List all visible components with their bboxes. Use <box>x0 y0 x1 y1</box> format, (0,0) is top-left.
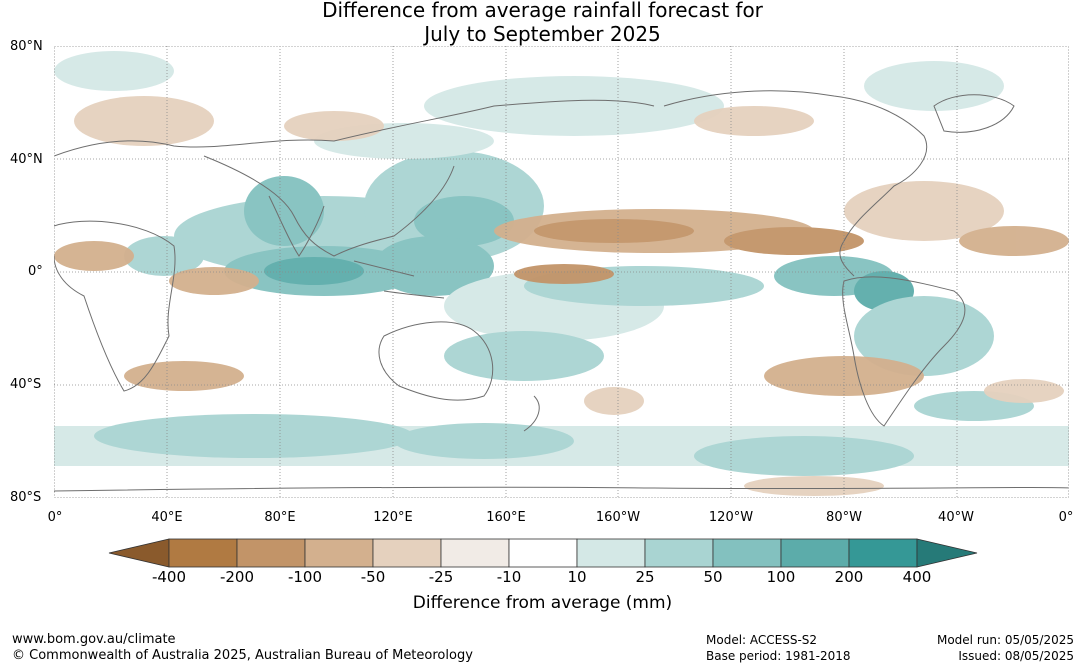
lon-label-0-right: 0° <box>1058 510 1074 525</box>
legend-tick-label: -100 <box>287 568 323 586</box>
lon-label-80w: 80°W <box>826 510 862 525</box>
legend-tick-label: 25 <box>635 568 655 586</box>
rainfall-anomaly-map <box>54 46 1069 498</box>
base-period: Base period: 1981-2018 <box>706 649 851 663</box>
lat-label-40n: 40°N <box>10 152 43 167</box>
lat-label-equator: 0° <box>28 264 43 279</box>
legend-swatch <box>644 538 714 568</box>
legend-tick-label: 50 <box>703 568 723 586</box>
lon-label-0: 0° <box>47 510 63 525</box>
lon-label-40w: 40°W <box>938 510 974 525</box>
legend-swatch <box>168 538 238 568</box>
website-link[interactable]: www.bom.gov.au/climate <box>12 632 176 647</box>
model-name: Model: ACCESS-S2 <box>706 633 818 647</box>
legend-tick-label: 10 <box>567 568 587 586</box>
legend-swatch <box>780 538 850 568</box>
lat-label-80s: 80°S <box>10 490 42 505</box>
lon-label-120w: 120°W <box>708 510 754 525</box>
legend-swatch <box>848 538 918 568</box>
copyright-text: © Commonwealth of Australia 2025, Austra… <box>12 648 473 663</box>
legend-extend-high <box>916 538 978 568</box>
legend-swatch <box>372 538 442 568</box>
graticule <box>54 46 1069 498</box>
legend-tick-label: -10 <box>496 568 522 586</box>
lon-label-120e: 120°E <box>373 510 413 525</box>
legend-extend-low <box>108 538 170 568</box>
legend-tick-label: -400 <box>151 568 187 586</box>
lon-label-80e: 80°E <box>264 510 296 525</box>
lon-label-40e: 40°E <box>151 510 183 525</box>
coastlines <box>54 90 1069 492</box>
legend-swatch <box>576 538 646 568</box>
legend-colorbar <box>108 538 978 568</box>
lat-label-40s: 40°S <box>10 377 42 392</box>
legend-tick-label: 100 <box>766 568 796 586</box>
legend-swatch <box>712 538 782 568</box>
issued-date: Issued: 08/05/2025 <box>958 649 1074 663</box>
color-legend <box>108 538 978 568</box>
legend-tick-label: 200 <box>834 568 864 586</box>
legend-tick-label: 400 <box>902 568 932 586</box>
legend-swatch <box>440 538 510 568</box>
lat-label-80n: 80°N <box>10 39 43 54</box>
lon-label-160w: 160°W <box>595 510 641 525</box>
legend-tick-label: -25 <box>428 568 454 586</box>
map-title-line-1: Difference from average rainfall forecas… <box>322 0 763 22</box>
model-run-date: Model run: 05/05/2025 <box>936 633 1074 647</box>
legend-swatch <box>508 538 578 568</box>
legend-title: Difference from average (mm) <box>412 593 673 613</box>
legend-tick-label: -50 <box>360 568 386 586</box>
legend-tick-label: -200 <box>219 568 255 586</box>
map-title: Difference from average rainfall forecas… <box>0 0 1085 46</box>
legend-swatch <box>236 538 306 568</box>
legend-swatch <box>304 538 374 568</box>
map-title-line-2: July to September 2025 <box>424 22 661 46</box>
lon-label-160e: 160°E <box>486 510 526 525</box>
